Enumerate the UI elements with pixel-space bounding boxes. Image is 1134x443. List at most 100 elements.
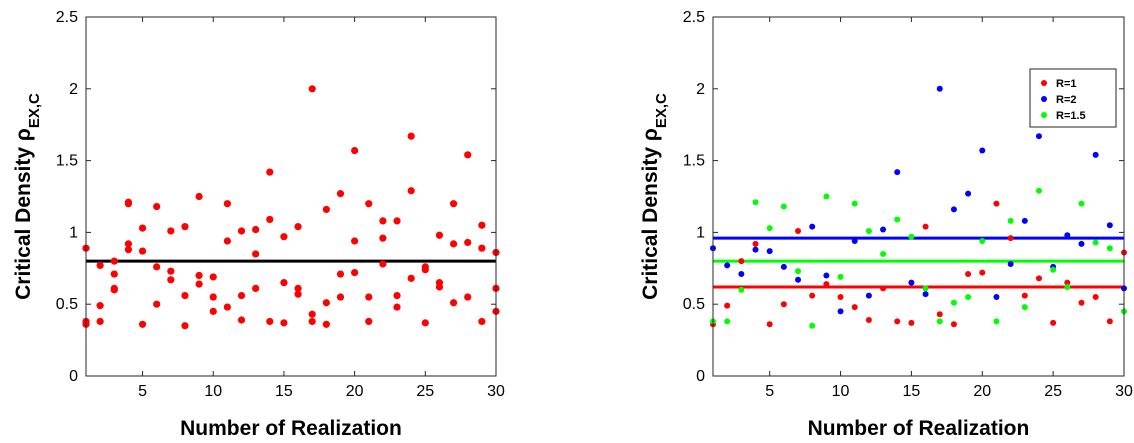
data-point	[449, 299, 458, 307]
data-point	[979, 147, 986, 154]
data-point	[351, 237, 359, 245]
data-point	[865, 227, 872, 234]
plot-frame	[85, 16, 497, 377]
y-tick-label: 1.5	[56, 153, 78, 170]
data-point	[407, 274, 415, 282]
data-point	[393, 303, 401, 311]
x-tick-label: 10	[832, 383, 850, 400]
data-point	[724, 318, 731, 325]
data-point	[1106, 318, 1113, 325]
data-point	[738, 271, 745, 278]
y-axis-label-main: Critical Density ρ	[639, 128, 662, 300]
data-point	[1078, 299, 1085, 306]
data-point	[195, 192, 203, 201]
data-point	[464, 151, 472, 159]
y-axis-label-subscript: EX,C	[653, 93, 670, 128]
data-point	[209, 307, 217, 315]
data-point	[922, 285, 929, 292]
data-point	[209, 293, 217, 301]
data-point	[1035, 187, 1042, 194]
data-point	[153, 263, 161, 271]
y-tick-label: 2	[696, 81, 705, 98]
data-point	[96, 261, 104, 270]
data-point	[752, 199, 759, 206]
data-point	[908, 233, 915, 240]
x-tick-label: 30	[1115, 383, 1133, 400]
data-point	[979, 269, 986, 276]
data-point	[780, 301, 787, 308]
data-point	[979, 238, 986, 245]
data-points	[82, 85, 500, 330]
plot-frame	[712, 16, 1125, 377]
data-point	[435, 231, 444, 239]
data-point	[823, 281, 830, 288]
data-point	[795, 276, 802, 283]
legend-marker	[1041, 96, 1047, 102]
data-point	[1106, 222, 1113, 229]
data-point	[237, 291, 246, 300]
y-axis-label-main: Critical Density ρ	[12, 128, 35, 300]
data-point	[738, 258, 745, 265]
x-tick-label: 20	[973, 383, 991, 400]
x-tick-label: 10	[204, 383, 222, 400]
data-point	[993, 294, 1000, 301]
data-point	[379, 260, 387, 268]
data-point	[1106, 245, 1113, 252]
y-tick-label: 1.5	[683, 153, 705, 170]
data-point	[138, 224, 147, 232]
data-point	[223, 237, 231, 245]
data-point	[1007, 235, 1014, 242]
data-point	[1092, 239, 1099, 246]
data-point	[823, 272, 830, 279]
data-point	[336, 270, 345, 278]
data-point	[780, 263, 787, 270]
data-point	[1021, 217, 1028, 224]
data-point	[124, 246, 133, 254]
data-point	[435, 283, 444, 291]
data-point	[167, 227, 175, 235]
x-tick-label: 30	[487, 383, 505, 400]
data-point	[837, 308, 844, 315]
x-axis-label: Number of Realization	[180, 417, 402, 440]
data-point	[724, 302, 731, 309]
data-point	[266, 168, 274, 176]
data-point	[421, 266, 429, 274]
data-point	[124, 200, 133, 208]
data-point	[252, 250, 260, 258]
legend: R=1 R=2 R=1.5	[1029, 68, 1117, 128]
y-tick-label: 0	[69, 368, 78, 385]
reference-lines	[713, 236, 1124, 289]
data-point	[950, 299, 957, 306]
data-point	[936, 318, 943, 325]
y-tick-label: 2.5	[56, 9, 78, 26]
y-tick-labels: 0 0.5 1 1.5 2 2.5	[56, 9, 496, 385]
chart-left: 5 10 15 20 25 30 0 0.5 1 1.5 2 2.5 Number of Reali…	[12, 9, 505, 440]
data-point	[837, 294, 844, 301]
data-point	[809, 292, 816, 299]
data-point	[379, 234, 387, 242]
y-axis-label: Critical Density ρEX,C	[639, 93, 670, 300]
data-point	[308, 310, 316, 318]
data-point	[880, 250, 887, 257]
data-point	[936, 311, 943, 318]
data-point	[336, 293, 345, 301]
x-tick-label: 20	[346, 383, 364, 400]
data-point	[865, 292, 872, 299]
data-point	[1078, 200, 1085, 207]
data-point	[993, 318, 1000, 325]
data-point	[464, 238, 472, 247]
y-tick-label: 2.5	[683, 9, 705, 26]
data-point	[167, 276, 175, 284]
data-point	[1064, 279, 1071, 286]
legend-label: R=1	[1056, 78, 1077, 90]
y-tick-label: 1	[696, 224, 705, 241]
legend-label: R=2	[1056, 94, 1077, 106]
y-tick-labels: 0 0.5 1 1.5 2 2.5	[683, 9, 1124, 385]
data-point	[308, 85, 316, 93]
data-point	[965, 294, 972, 301]
data-point	[407, 132, 415, 140]
data-point	[336, 190, 345, 198]
data-point	[181, 322, 189, 330]
data-point	[908, 279, 915, 286]
data-point	[837, 273, 844, 280]
